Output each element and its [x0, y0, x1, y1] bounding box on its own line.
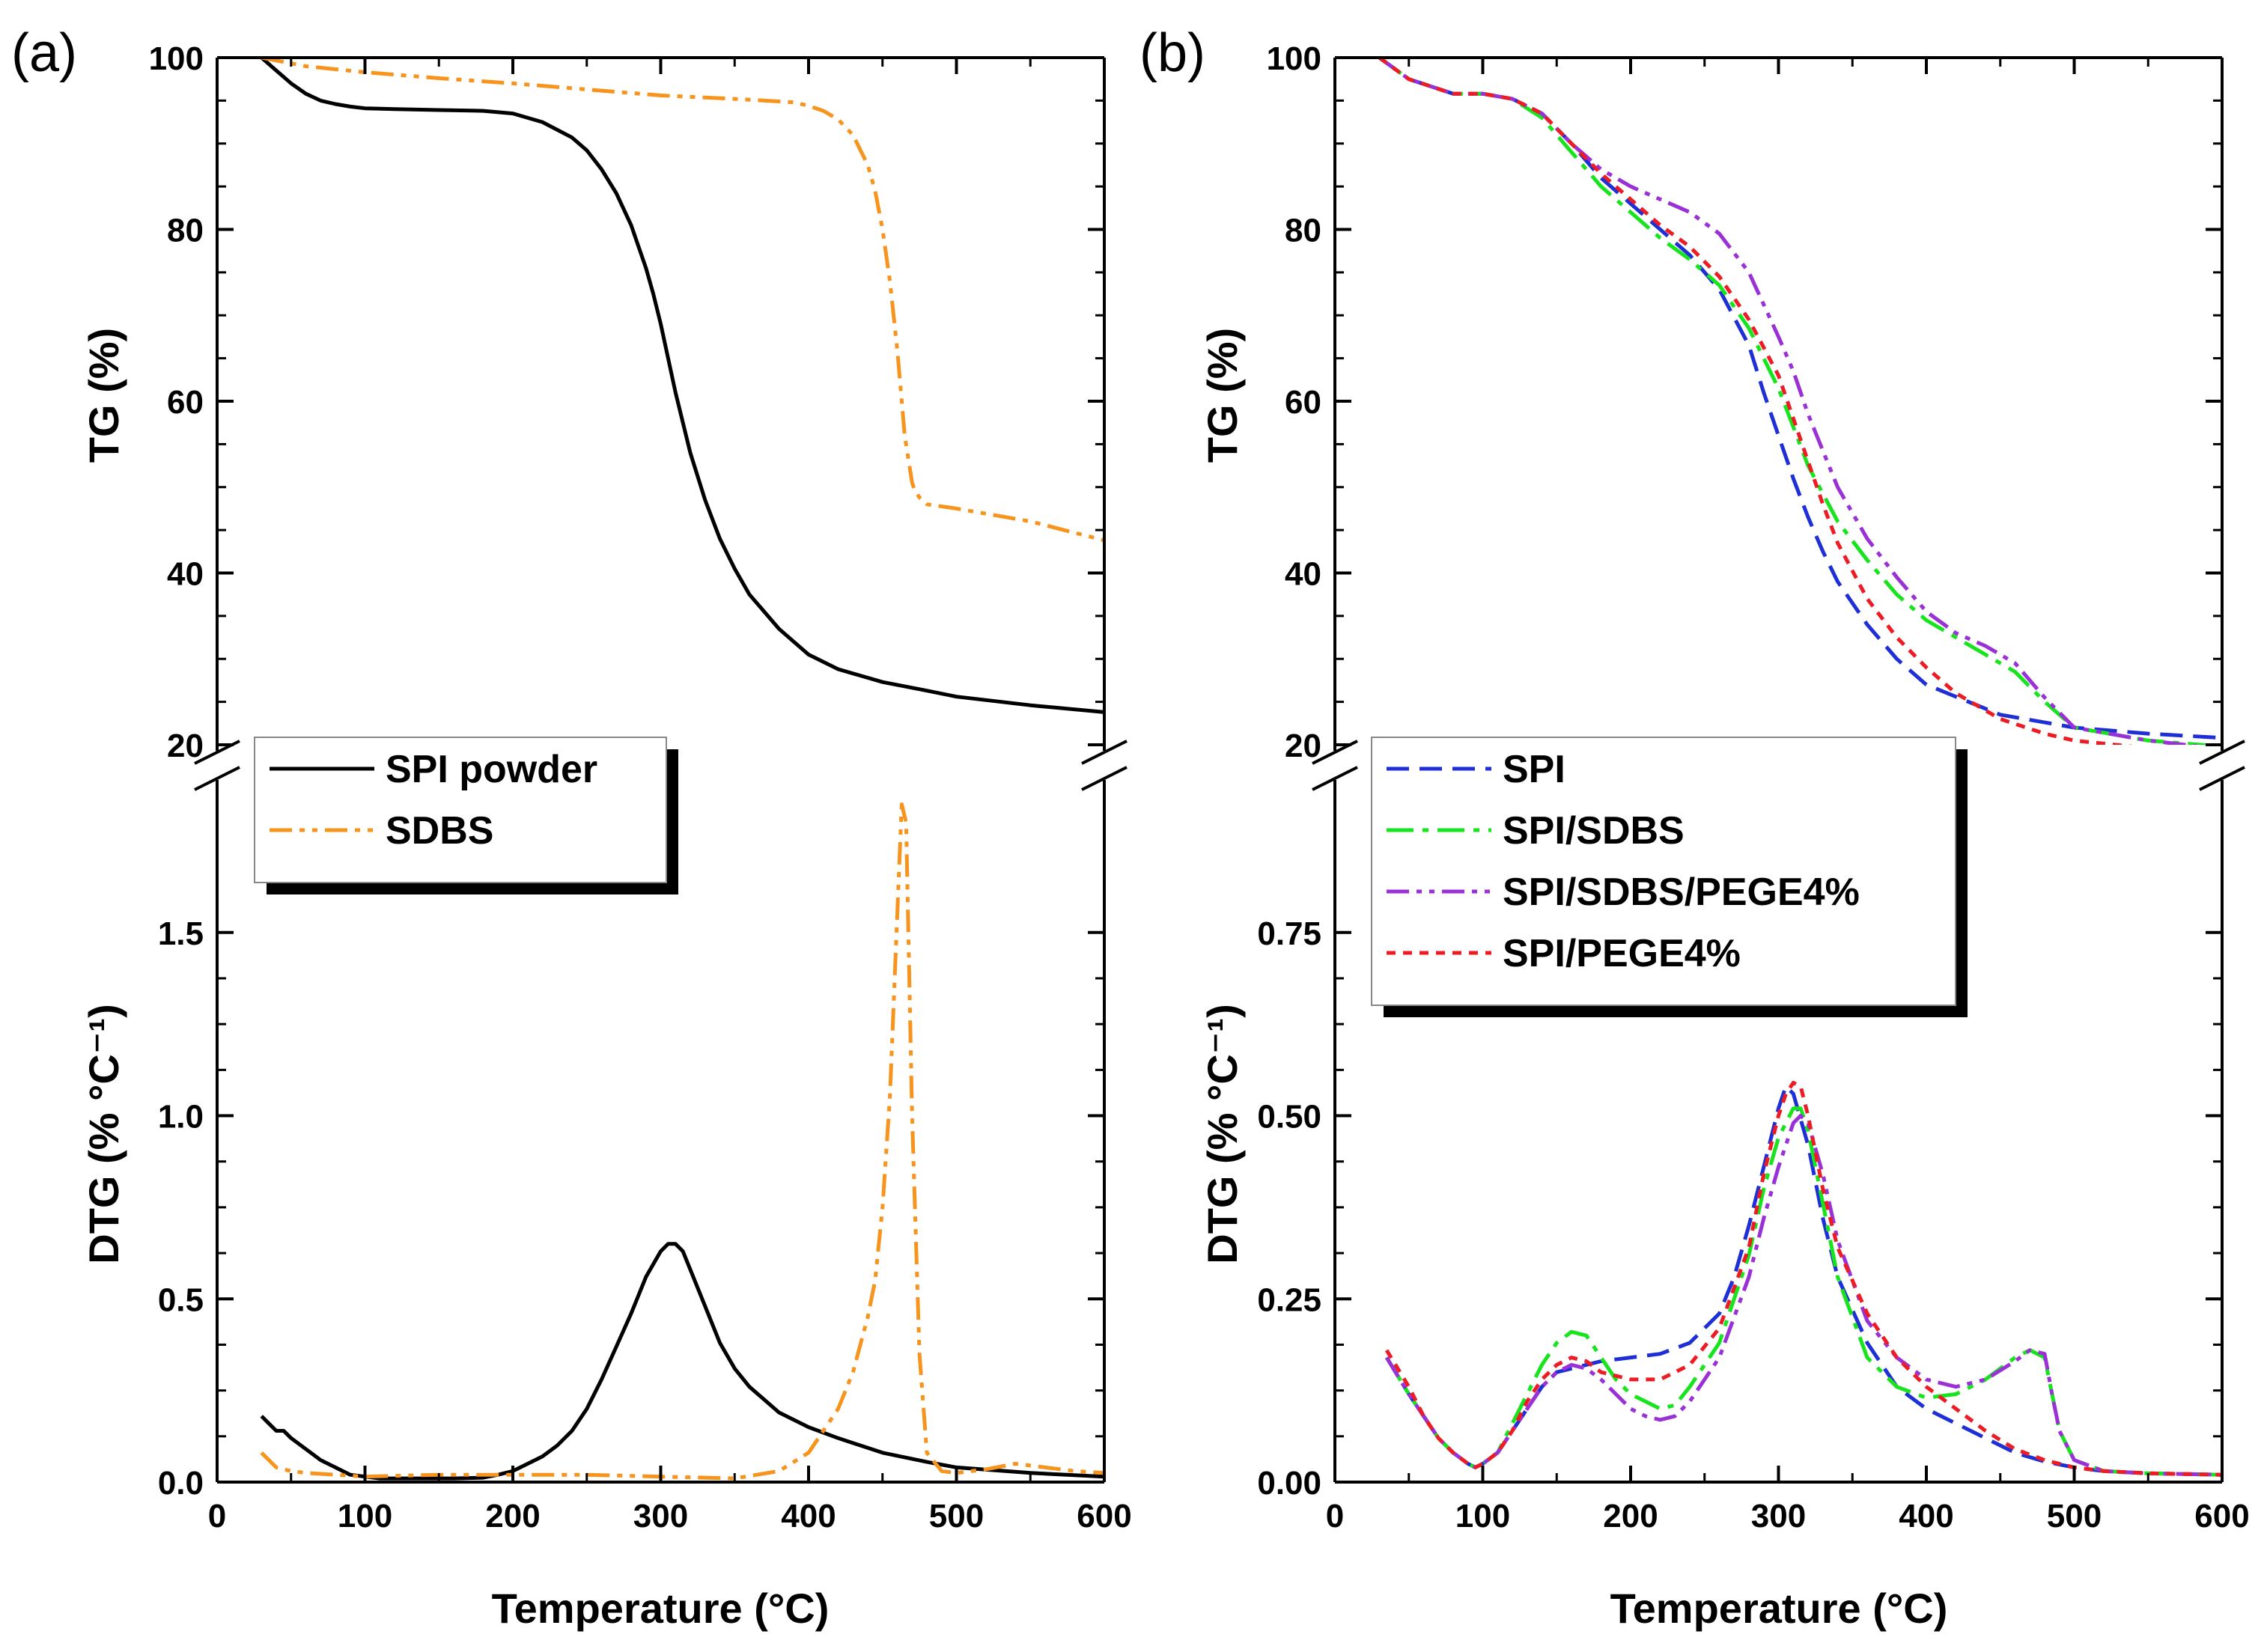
legend-entry-label: SDBS [386, 809, 493, 853]
series-spi-pege4--dtg-line [1384, 1081, 2222, 1477]
y-tick-label-tg: 100 [1267, 40, 1321, 77]
panel-b-ticks: 0 100 200 300 400 500 600 20 40 60 80 100 0.00 0.25 0.… [1257, 40, 2249, 1534]
x-tick-label: 500 [929, 1498, 984, 1534]
panel-b: (b) 0 100 200 300 400 500 600 20 40 60 80 100 0.00 0.… [1139, 23, 2250, 1632]
y-tick-label-tg: 40 [1285, 556, 1321, 593]
series-sdbs-dtg-line [260, 802, 1104, 1481]
y-tick-label-dtg: 0.75 [1257, 915, 1321, 952]
panel-b-series [1378, 58, 2222, 1477]
panel-b-frame [1312, 56, 2245, 1484]
x-tick-label: 300 [1751, 1498, 1806, 1534]
x-tick-label: 500 [2047, 1498, 2102, 1534]
panel-a-frame [194, 56, 1128, 1484]
axis-break-right-mark [2199, 740, 2245, 765]
series-spi-pege4--tg-line [1378, 58, 2134, 745]
y-tick-label-dtg: 0.50 [1257, 1099, 1321, 1136]
x-tick-label: 300 [633, 1498, 688, 1534]
panel-a-x-axis-title: Temperature (°C) [492, 1585, 830, 1632]
panel-b-x-axis-title: Temperature (°C) [1610, 1585, 1948, 1632]
x-tick-label: 200 [485, 1498, 540, 1534]
y-tick-label-tg: 60 [167, 384, 204, 421]
x-tick-label: 0 [208, 1498, 226, 1534]
y-tick-label-dtg: 1.5 [158, 915, 204, 952]
y-tick-label-tg: 80 [1285, 213, 1321, 249]
legend-entry-label: SPI/PEGE4% [1503, 932, 1741, 975]
x-tick-label: 400 [1899, 1498, 1953, 1534]
axis-break-right-mark [1081, 766, 1128, 791]
x-tick-label: 100 [1455, 1498, 1510, 1534]
y-tick-label-dtg: 0.25 [1257, 1281, 1321, 1318]
legend-box [254, 737, 667, 883]
y-tick-label-tg: 40 [167, 556, 204, 593]
legend-entry-label: SPI/SDBS/PEGE4% [1503, 871, 1860, 914]
series-spi-powder-tg-line [260, 58, 1104, 714]
y-tick-label-dtg: 0.00 [1257, 1465, 1321, 1502]
axis-break-right-mark [2199, 766, 2245, 791]
series-spi-powder-dtg-line [260, 1242, 1104, 1481]
legend: SPI SPI/SDBS SPI/SDBS/PEGE4% SPI/PEGE4% [1371, 737, 1968, 1017]
x-tick-label: 400 [781, 1498, 836, 1534]
panel-a-top-y-axis-title: TG (%) [80, 328, 127, 463]
y-tick-label-tg: 60 [1285, 384, 1321, 421]
panel-a-ticks: 0 100 200 300 400 500 600 20 40 60 80 100 0.0 0.5 1.0 1… [149, 40, 1132, 1534]
legend-box [1371, 737, 1956, 1006]
y-tick-label-tg: 80 [167, 213, 204, 249]
legend-entry-label: SPI/SDBS [1503, 809, 1685, 853]
legend-entry-label: SPI [1503, 748, 1565, 791]
axis-break-left-mark [194, 766, 240, 791]
y-tick-label-dtg: 1.0 [158, 1099, 204, 1136]
x-tick-label: 100 [338, 1498, 392, 1534]
x-tick-label: 200 [1603, 1498, 1658, 1534]
panel-a-series [260, 58, 1104, 1481]
axis-break-left-mark [1312, 766, 1358, 791]
panel-b-top-y-axis-title: TG (%) [1199, 328, 1246, 463]
x-tick-label: 600 [2194, 1498, 2249, 1534]
panel-a: (a) 0 100 200 300 400 500 600 20 40 60 80 100 0.0 0.5… [11, 23, 1132, 1632]
y-tick-label-dtg: 0.5 [158, 1281, 204, 1318]
panel-a-label: (a) [11, 23, 77, 83]
y-tick-label-tg: 100 [149, 40, 204, 77]
panel-b-bottom-y-axis-title: DTG (% °C⁻¹) [1199, 1004, 1246, 1264]
axis-break-right-mark [1081, 740, 1128, 765]
legend-entry-label: SPI powder [386, 748, 597, 791]
y-tick-label-tg: 20 [1285, 728, 1321, 764]
x-tick-label: 600 [1077, 1498, 1131, 1534]
panel-b-label: (b) [1139, 23, 1205, 83]
y-tick-label-tg: 20 [167, 728, 204, 764]
x-tick-label: 0 [1326, 1498, 1344, 1534]
panel-a-bottom-y-axis-title: DTG (% °C⁻¹) [80, 1004, 127, 1264]
series-sdbs-tg-line [261, 58, 1104, 543]
series-spi-sdbs-pege4--dtg-line [1384, 1114, 2222, 1477]
legend: SPI powder SDBS [254, 737, 678, 894]
y-tick-label-dtg: 0.0 [158, 1465, 204, 1502]
